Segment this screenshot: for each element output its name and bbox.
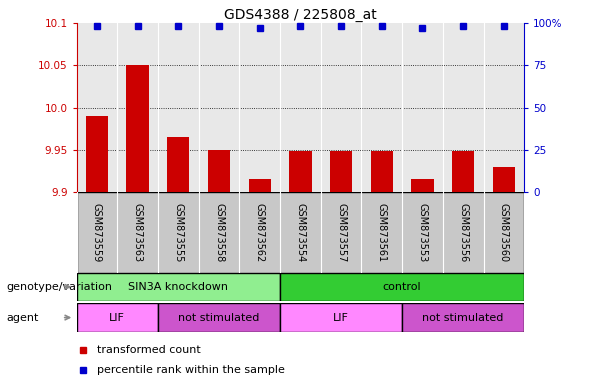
Bar <box>239 23 280 192</box>
Text: GSM873563: GSM873563 <box>133 203 143 262</box>
Bar <box>402 303 524 332</box>
Bar <box>158 23 198 192</box>
Text: not stimulated: not stimulated <box>178 313 260 323</box>
Bar <box>280 303 402 332</box>
Bar <box>77 303 158 332</box>
Text: genotype/variation: genotype/variation <box>6 282 112 292</box>
Bar <box>443 23 484 192</box>
Text: GSM873560: GSM873560 <box>499 203 509 262</box>
Bar <box>280 23 321 192</box>
Bar <box>127 65 149 192</box>
Text: GSM873562: GSM873562 <box>254 203 264 262</box>
Bar <box>280 273 524 301</box>
Bar <box>484 23 524 192</box>
Bar <box>362 23 402 192</box>
Bar <box>198 23 239 192</box>
Text: GSM873559: GSM873559 <box>92 203 102 262</box>
Text: GSM873555: GSM873555 <box>173 203 183 262</box>
Text: GSM873561: GSM873561 <box>377 203 387 262</box>
Text: not stimulated: not stimulated <box>422 313 504 323</box>
Bar <box>208 150 230 192</box>
Bar <box>77 23 117 192</box>
Bar <box>330 151 352 192</box>
Text: SIN3A knockdown: SIN3A knockdown <box>128 282 229 292</box>
Bar <box>167 137 190 192</box>
Bar <box>402 23 443 192</box>
Bar <box>158 303 280 332</box>
Text: GSM873553: GSM873553 <box>418 203 428 262</box>
Text: transformed count: transformed count <box>97 345 200 355</box>
Text: LIF: LIF <box>110 313 125 323</box>
Text: control: control <box>383 282 422 292</box>
Bar <box>411 179 434 192</box>
Bar <box>289 151 312 192</box>
Text: GSM873554: GSM873554 <box>296 203 305 262</box>
Text: GSM873556: GSM873556 <box>458 203 468 262</box>
Bar <box>492 167 515 192</box>
Bar <box>117 23 158 192</box>
Bar <box>321 23 362 192</box>
Title: GDS4388 / 225808_at: GDS4388 / 225808_at <box>224 8 377 22</box>
Text: percentile rank within the sample: percentile rank within the sample <box>97 364 284 375</box>
Bar <box>249 179 271 192</box>
Text: GSM873557: GSM873557 <box>336 203 346 262</box>
Bar <box>370 151 393 192</box>
Bar <box>452 151 474 192</box>
Bar <box>77 273 280 301</box>
Text: LIF: LIF <box>333 313 349 323</box>
Text: agent: agent <box>6 313 38 323</box>
Bar <box>86 116 108 192</box>
Text: GSM873558: GSM873558 <box>214 203 224 262</box>
